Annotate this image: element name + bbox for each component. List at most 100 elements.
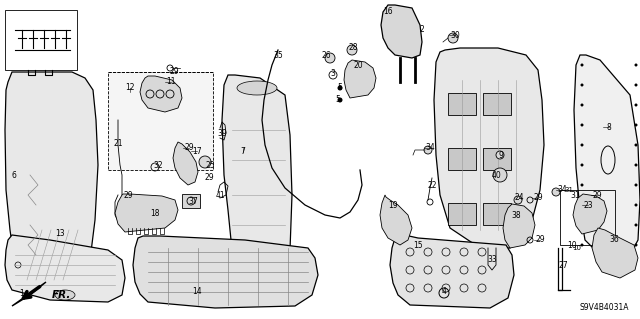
Circle shape bbox=[337, 98, 342, 102]
Text: 22: 22 bbox=[428, 181, 436, 189]
Text: 27: 27 bbox=[558, 261, 568, 270]
Bar bbox=[448, 203, 476, 225]
Circle shape bbox=[496, 151, 504, 159]
Bar bbox=[560, 190, 615, 245]
Circle shape bbox=[580, 144, 584, 146]
Text: 11: 11 bbox=[166, 78, 176, 86]
Text: 29: 29 bbox=[123, 191, 133, 201]
Text: 36: 36 bbox=[609, 235, 619, 244]
Circle shape bbox=[634, 63, 637, 66]
Text: 1: 1 bbox=[20, 290, 24, 299]
Polygon shape bbox=[381, 5, 422, 58]
Circle shape bbox=[580, 103, 584, 107]
Circle shape bbox=[634, 204, 637, 206]
Text: 10: 10 bbox=[572, 245, 581, 251]
Text: 28: 28 bbox=[348, 43, 358, 53]
Circle shape bbox=[580, 63, 584, 66]
Text: 14: 14 bbox=[192, 286, 202, 295]
Circle shape bbox=[424, 146, 432, 154]
Text: 5: 5 bbox=[337, 84, 342, 93]
Text: 24: 24 bbox=[514, 194, 524, 203]
Text: 12: 12 bbox=[125, 84, 135, 93]
Text: 29: 29 bbox=[204, 174, 214, 182]
Circle shape bbox=[580, 243, 584, 247]
Text: 41: 41 bbox=[215, 190, 225, 199]
Text: 34: 34 bbox=[425, 144, 435, 152]
Bar bbox=[483, 148, 511, 170]
Text: 2: 2 bbox=[420, 26, 424, 34]
Text: 17: 17 bbox=[192, 146, 202, 155]
Bar bbox=[448, 93, 476, 115]
Text: 7: 7 bbox=[241, 147, 245, 157]
Text: 25: 25 bbox=[205, 160, 215, 169]
Bar bbox=[5, 10, 77, 70]
Text: 31: 31 bbox=[570, 190, 580, 199]
Circle shape bbox=[634, 123, 637, 127]
Circle shape bbox=[493, 168, 507, 182]
Text: 35: 35 bbox=[273, 50, 283, 60]
Text: 26: 26 bbox=[321, 50, 331, 60]
Polygon shape bbox=[380, 195, 412, 245]
Polygon shape bbox=[574, 55, 640, 255]
Polygon shape bbox=[390, 234, 514, 308]
Circle shape bbox=[634, 164, 637, 167]
Polygon shape bbox=[5, 235, 125, 302]
Polygon shape bbox=[133, 236, 318, 308]
Circle shape bbox=[199, 156, 211, 168]
Circle shape bbox=[634, 183, 637, 187]
Circle shape bbox=[580, 204, 584, 206]
Circle shape bbox=[325, 53, 335, 63]
Circle shape bbox=[580, 224, 584, 226]
Text: 15: 15 bbox=[413, 241, 423, 249]
Text: 29: 29 bbox=[535, 235, 545, 244]
Ellipse shape bbox=[55, 290, 75, 300]
Polygon shape bbox=[12, 282, 46, 306]
Circle shape bbox=[634, 224, 637, 226]
Polygon shape bbox=[592, 228, 638, 278]
Circle shape bbox=[580, 84, 584, 86]
Text: 32: 32 bbox=[153, 160, 163, 169]
Text: 21: 21 bbox=[113, 138, 123, 147]
Circle shape bbox=[337, 85, 342, 91]
Text: 5: 5 bbox=[335, 95, 340, 105]
Text: 31: 31 bbox=[564, 187, 573, 193]
Text: 34: 34 bbox=[557, 186, 567, 195]
Polygon shape bbox=[115, 194, 178, 232]
Text: 39: 39 bbox=[217, 130, 227, 138]
Circle shape bbox=[634, 144, 637, 146]
Circle shape bbox=[580, 183, 584, 187]
Text: 13: 13 bbox=[55, 229, 65, 239]
Polygon shape bbox=[344, 60, 376, 98]
Bar bbox=[483, 203, 511, 225]
Bar bbox=[483, 93, 511, 115]
Text: 29: 29 bbox=[592, 190, 602, 199]
Text: 16: 16 bbox=[383, 8, 393, 17]
Bar bbox=[108, 72, 213, 170]
Circle shape bbox=[552, 188, 560, 196]
Circle shape bbox=[448, 33, 458, 43]
Text: 18: 18 bbox=[150, 209, 160, 218]
Text: 40: 40 bbox=[492, 170, 502, 180]
Text: FR.: FR. bbox=[52, 290, 72, 300]
Polygon shape bbox=[173, 142, 198, 185]
Text: 6: 6 bbox=[12, 170, 17, 180]
Text: 30: 30 bbox=[450, 31, 460, 40]
Polygon shape bbox=[573, 194, 607, 234]
Circle shape bbox=[580, 164, 584, 167]
Text: 8: 8 bbox=[607, 122, 611, 131]
Text: 4: 4 bbox=[442, 286, 447, 295]
Circle shape bbox=[347, 45, 357, 55]
Polygon shape bbox=[222, 75, 292, 280]
Text: S9V4B4031A: S9V4B4031A bbox=[580, 303, 630, 312]
Circle shape bbox=[634, 243, 637, 247]
Bar bbox=[182, 194, 200, 208]
Circle shape bbox=[634, 103, 637, 107]
Text: 10: 10 bbox=[567, 241, 577, 250]
Ellipse shape bbox=[237, 81, 277, 95]
Circle shape bbox=[514, 196, 522, 204]
Text: 29: 29 bbox=[184, 144, 194, 152]
Circle shape bbox=[634, 84, 637, 86]
Polygon shape bbox=[5, 72, 98, 280]
Text: 9: 9 bbox=[499, 151, 504, 160]
Text: 29: 29 bbox=[169, 68, 179, 77]
